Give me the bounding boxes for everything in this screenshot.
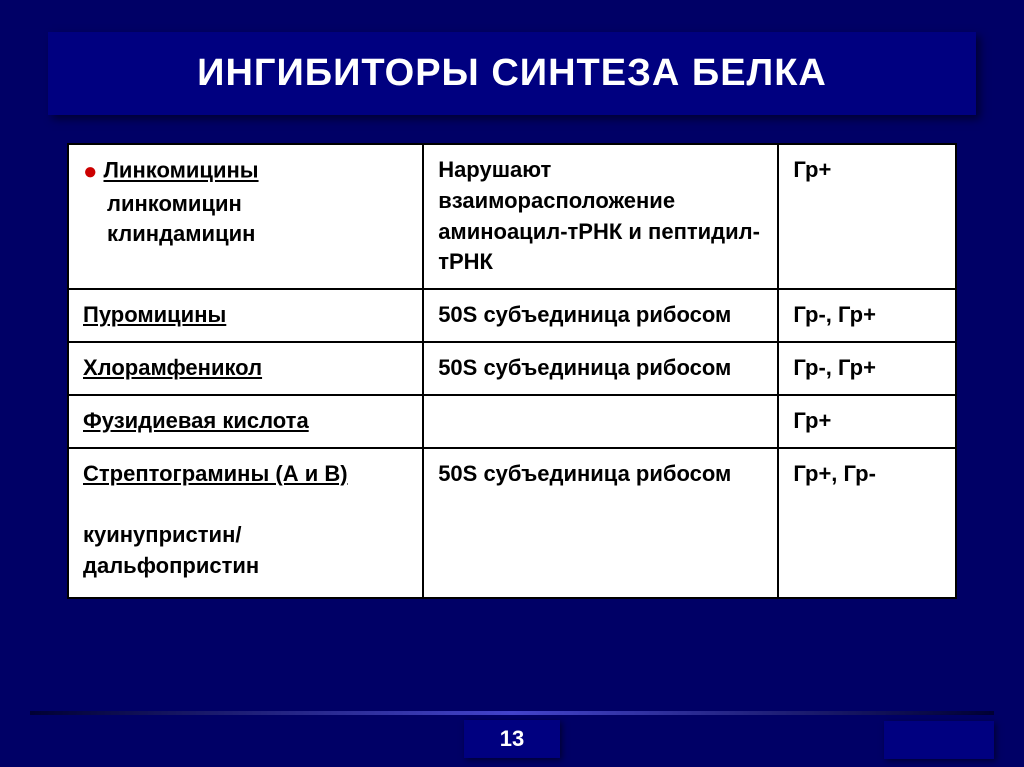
spectrum-text: Гр+, Гр-	[793, 461, 876, 486]
page-number: 13	[500, 726, 524, 751]
group-name: Пуромицины	[83, 302, 226, 327]
drug-name: куинупристин/дальфопристин	[83, 522, 259, 578]
mechanism-text: 50S субъединица рибосом	[438, 302, 731, 327]
spectrum-text: Гр+	[793, 157, 831, 182]
title-banner: ИНГИБИТОРЫ СИНТЕЗА БЕЛКА	[48, 32, 976, 115]
group-name: Фузидиевая кислота	[83, 408, 309, 433]
drug-name: линкомицин	[83, 191, 242, 216]
inhibitors-table: ●Линкомицины линкомицин клиндамицин Нару…	[67, 143, 957, 599]
cell-group: Фузидиевая кислота	[68, 395, 423, 448]
table-row: Хлорамфеникол 50S субъединица рибосом Гр…	[68, 342, 956, 395]
slide-container: ИНГИБИТОРЫ СИНТЕЗА БЕЛКА ●Линкомицины ли…	[0, 0, 1024, 767]
cell-mechanism: Нарушают взаиморасположение аминоацил-тР…	[423, 144, 778, 289]
bullet-icon: ●	[83, 155, 98, 189]
table-row: Пуромицины 50S субъединица рибосом Гр-, …	[68, 289, 956, 342]
spectrum-text: Гр-, Гр+	[793, 302, 876, 327]
cell-group: Хлорамфеникол	[68, 342, 423, 395]
group-name: Стрептограмины (А и В)	[83, 461, 348, 486]
cell-mechanism: 50S субъединица рибосом	[423, 289, 778, 342]
cell-group: Пуромицины	[68, 289, 423, 342]
cell-group: Стрептограмины (А и В) куинупристин/даль…	[68, 448, 423, 598]
cell-spectrum: Гр+	[778, 395, 956, 448]
table-row: ●Линкомицины линкомицин клиндамицин Нару…	[68, 144, 956, 289]
cell-spectrum: Гр-, Гр+	[778, 342, 956, 395]
table-row: Фузидиевая кислота Гр+	[68, 395, 956, 448]
footer-divider	[30, 711, 994, 715]
group-name: Линкомицины	[104, 158, 259, 183]
cell-mechanism	[423, 395, 778, 448]
cell-spectrum: Гр+	[778, 144, 956, 289]
mechanism-text: 50S субъединица рибосом	[438, 355, 731, 380]
group-name: Хлорамфеникол	[83, 355, 262, 380]
spectrum-text: Гр-, Гр+	[793, 355, 876, 380]
cell-spectrum: Гр+, Гр-	[778, 448, 956, 598]
footer-band: 13	[0, 711, 1024, 767]
spectrum-text: Гр+	[793, 408, 831, 433]
mechanism-text: 50S субъединица рибосом	[438, 461, 731, 486]
page-number-box: 13	[464, 720, 560, 758]
cell-mechanism: 50S субъединица рибосом	[423, 448, 778, 598]
table-wrapper: ●Линкомицины линкомицин клиндамицин Нару…	[67, 143, 957, 599]
footer-button[interactable]	[884, 721, 994, 759]
cell-spectrum: Гр-, Гр+	[778, 289, 956, 342]
cell-mechanism: 50S субъединица рибосом	[423, 342, 778, 395]
table-row: Стрептограмины (А и В) куинупристин/даль…	[68, 448, 956, 598]
mechanism-text: Нарушают взаиморасположение аминоацил-тР…	[438, 157, 760, 274]
drug-name: клиндамицин	[83, 221, 255, 246]
cell-group: ●Линкомицины линкомицин клиндамицин	[68, 144, 423, 289]
slide-title: ИНГИБИТОРЫ СИНТЕЗА БЕЛКА	[48, 52, 976, 95]
